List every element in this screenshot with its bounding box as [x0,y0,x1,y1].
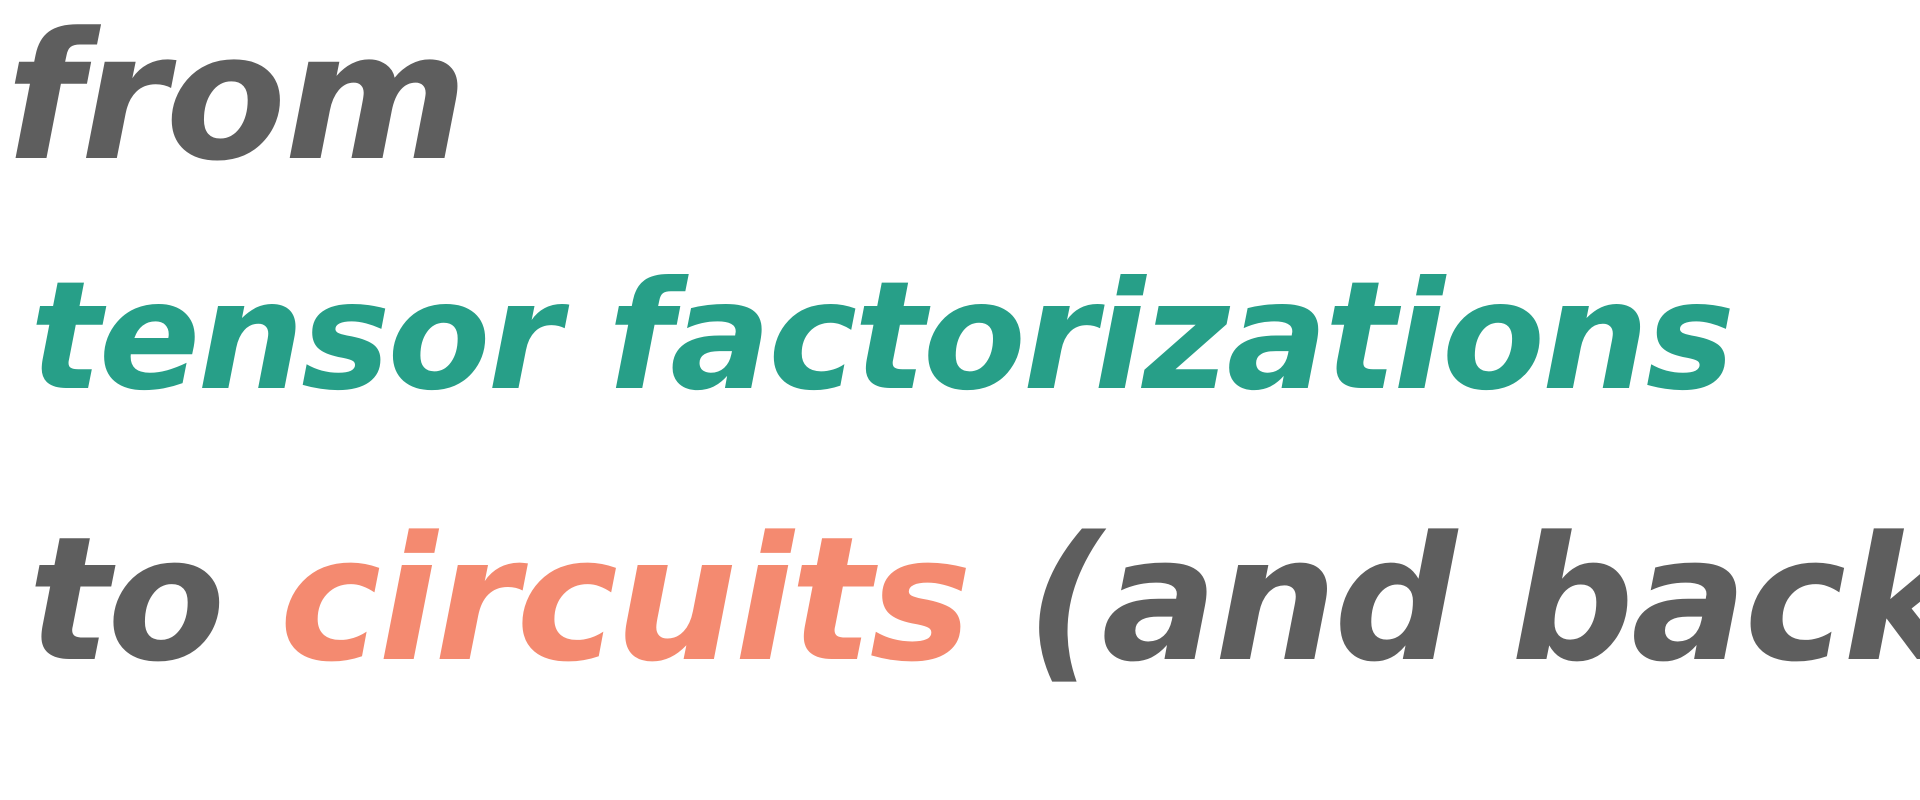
title-line-to-circuits: to circuits (and back) [28,514,1920,686]
title-word-to: to [28,499,280,700]
title-line-tensor-factorizations: tensor factorizations [30,250,1735,424]
title-word-circuits: circuits [279,499,972,700]
title-line-from: from [6,0,468,200]
title-word-and-back: (and back) [1025,499,1920,700]
